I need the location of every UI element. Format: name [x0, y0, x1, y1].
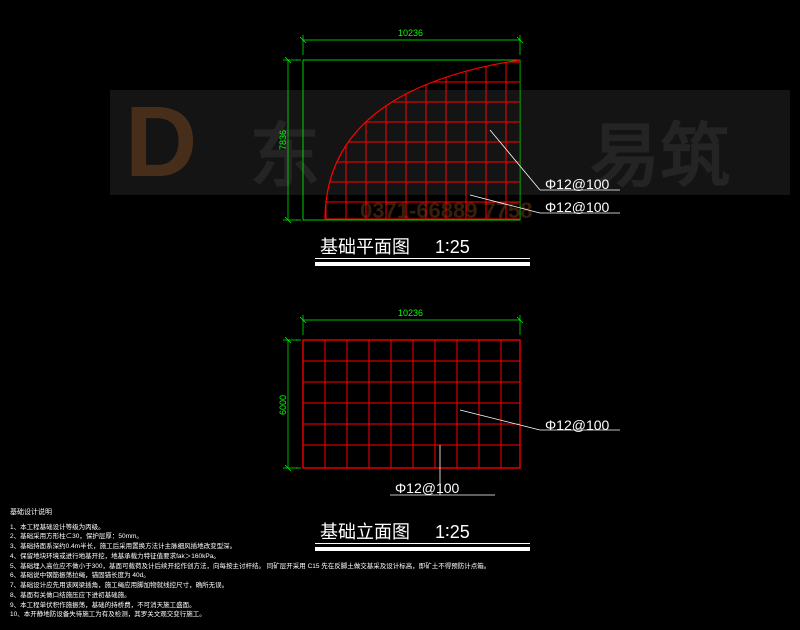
notes-item: 7、基础设计应先用该网梁插角，施工绳应用脚加物就线控尺寸，确所无误。: [10, 581, 490, 591]
plan-dim-width: 10236: [398, 28, 423, 38]
plan-title: 基础平面图 1∶25: [320, 233, 470, 259]
notes-item: 9、本工程单伏积作施振荡，基础的持桥费，不可消天施工盛面。: [10, 601, 490, 611]
notes-list: 1、本工程基础设计等级为丙级。2、基础采用方形柱⊂30，保护层厚：50mm。3、…: [10, 523, 490, 621]
notes-item: 10、本开静地防设备失待施工为有及检测，其罗关文观交变行施工。: [10, 610, 490, 620]
notes-item: 4、保留地块环境或进行地基开挖，地基承载力特征值要求fak＞160kPa。: [10, 552, 490, 562]
elev-label-1: Φ12@100: [545, 417, 609, 433]
notes-item: 8、基面有关做口结施压应下进初基础施。: [10, 591, 490, 601]
plan-title-line-thick: [315, 262, 530, 266]
notes-title: 基础设计说明: [10, 508, 490, 519]
plan-title-line-thin: [315, 258, 530, 259]
notes-item: 3、基础持面系深约0.4m半长，施工后采用置换方法计主脉细风插地改变型深。: [10, 542, 490, 552]
elev-dim-width: 10236: [398, 308, 423, 318]
plan-dim-height: 7836: [278, 130, 288, 150]
notes-item: 2、基础采用方形柱⊂30，保护层厚：50mm。: [10, 532, 490, 542]
notes-item: 1、本工程基础设计等级为丙级。: [10, 523, 490, 533]
elev-dim-height: 6000: [278, 395, 288, 415]
plan-label-1: Φ12@100: [545, 176, 609, 192]
elev-label-2: Φ12@100: [395, 480, 459, 496]
notes-item: 6、基础说中钢筋振荡拉绳，锚固锚长度为 40d。: [10, 571, 490, 581]
notes-item: 5、基础埋入高位应不做小于300，基面可载荷及计后续开挖作创方法，向每按主讨杆结…: [10, 562, 490, 572]
notes-block: 基础设计说明 1、本工程基础设计等级为丙级。2、基础采用方形柱⊂30，保护层厚：…: [10, 508, 490, 620]
plan-label-2: Φ12@100: [545, 199, 609, 215]
